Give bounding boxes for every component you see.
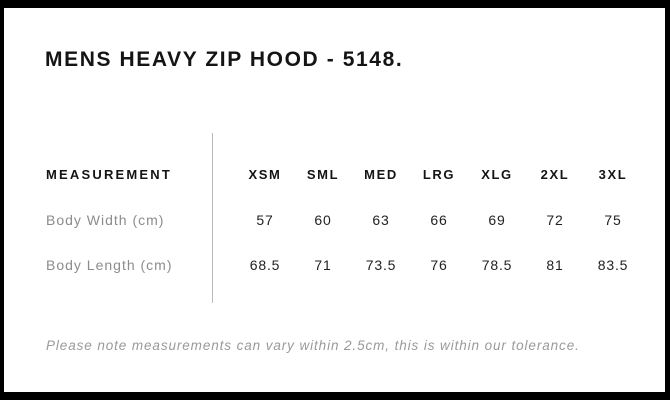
body-width-med: 63 bbox=[372, 211, 390, 228]
body-width-sml: 60 bbox=[314, 211, 332, 228]
row-label-body-width: Body Width (cm) bbox=[46, 211, 165, 228]
body-length-3xl: 83.5 bbox=[597, 256, 629, 273]
table-divider bbox=[212, 133, 213, 303]
body-length-sml: 71 bbox=[314, 256, 332, 273]
body-length-xsm: 68.5 bbox=[249, 256, 281, 273]
size-header-3xl: 3XL bbox=[598, 167, 628, 182]
content-area: MENS HEAVY ZIP HOOD - 5148. MEASUREMENT … bbox=[4, 8, 665, 392]
size-header-lrg: LRG bbox=[422, 167, 456, 182]
body-length-lrg: 76 bbox=[430, 256, 448, 273]
table-row-body-length: Body Length (cm) 68.5 71 73.5 76 78.5 81… bbox=[4, 242, 665, 287]
body-width-lrg: 66 bbox=[430, 211, 448, 228]
size-header-xsm: XSM bbox=[248, 167, 282, 182]
size-table-header-row: MEASUREMENT XSM SML MED LRG XLG 2XL 3XL bbox=[4, 152, 665, 197]
body-width-2xl: 72 bbox=[546, 211, 564, 228]
table-row-body-width: Body Width (cm) 57 60 63 66 69 72 75 bbox=[4, 197, 665, 242]
body-length-med: 73.5 bbox=[365, 256, 397, 273]
body-width-xsm: 57 bbox=[256, 211, 274, 228]
body-width-xlg: 69 bbox=[488, 211, 506, 228]
size-table: MEASUREMENT XSM SML MED LRG XLG 2XL 3XL … bbox=[4, 152, 665, 287]
page-title: MENS HEAVY ZIP HOOD - 5148. bbox=[45, 48, 404, 71]
size-header-2xl: 2XL bbox=[540, 167, 570, 182]
body-length-xlg: 78.5 bbox=[481, 256, 513, 273]
size-header-med: MED bbox=[364, 167, 398, 182]
row-label-body-length: Body Length (cm) bbox=[46, 256, 173, 273]
body-length-2xl: 81 bbox=[546, 256, 564, 273]
body-width-3xl: 75 bbox=[604, 211, 622, 228]
measurement-column-header: MEASUREMENT bbox=[46, 167, 173, 182]
tolerance-note: Please note measurements can vary within… bbox=[46, 338, 580, 353]
size-header-sml: SML bbox=[306, 167, 340, 182]
size-header-xlg: XLG bbox=[481, 167, 513, 182]
